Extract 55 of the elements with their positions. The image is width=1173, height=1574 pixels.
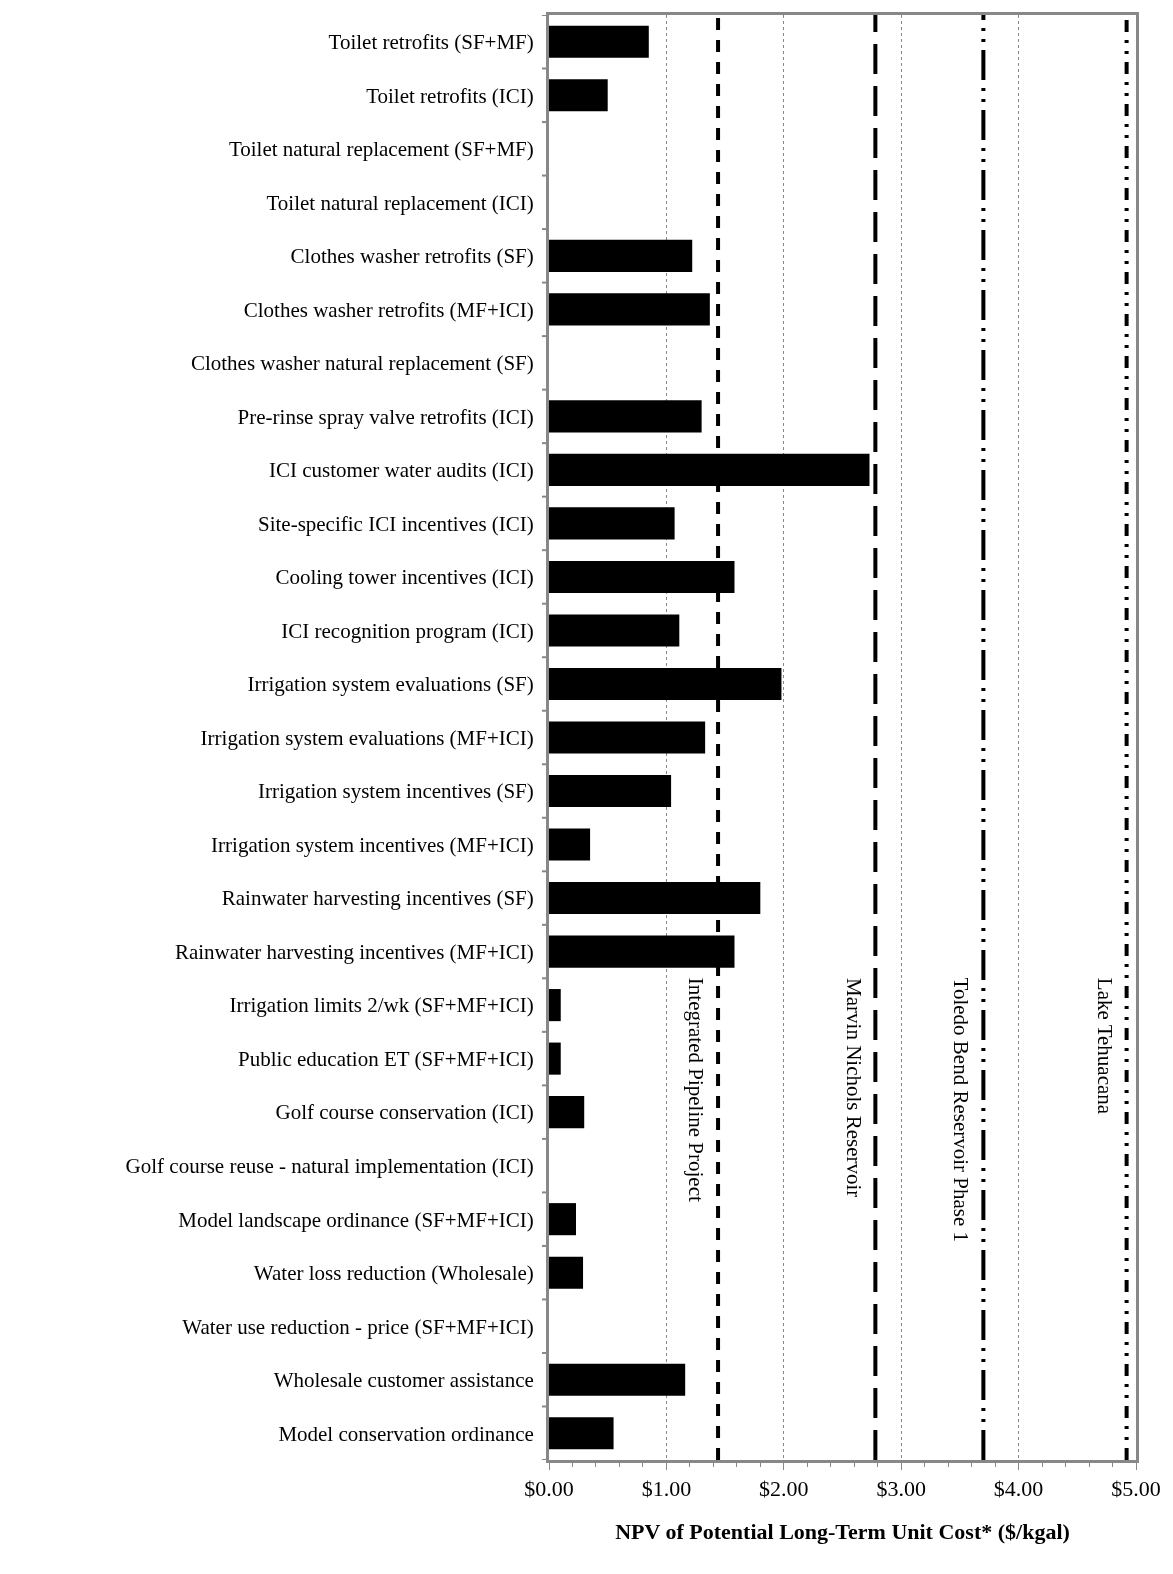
ref-line-label: Integrated Pipeline Project (683, 977, 708, 1202)
y-tick-label: Irrigation system incentives (SF) (257, 779, 534, 804)
bar (549, 1203, 576, 1236)
bar (549, 721, 706, 754)
y-tick-label: Water use reduction - price (SF+MF+ICI) (182, 1314, 534, 1339)
x-tick-label: $1.00 (641, 1476, 692, 1502)
x-tick-label: $2.00 (759, 1476, 809, 1502)
y-tick-label: Pre-rinse spray valve retrofits (ICI) (237, 404, 534, 429)
bar (549, 614, 680, 647)
y-tick-label: Irrigation system incentives (MF+ICI) (211, 832, 534, 857)
y-tick-label: Irrigation limits 2/wk (SF+MF+ICI) (229, 993, 534, 1018)
x-tick-label: $5.00 (1111, 1476, 1161, 1502)
bar (549, 828, 591, 861)
y-tick-label: Golf course reuse - natural implementation (ICI) (125, 1154, 534, 1178)
y-tick-label: Clothes washer natural replacement (SF) (190, 351, 534, 376)
bar (549, 400, 702, 433)
y-tick-label: Irrigation system evaluations (SF) (247, 672, 534, 697)
bar (549, 989, 561, 1022)
y-tick-label: Model conservation ordinance (278, 1421, 534, 1446)
y-tick-label: Rainwater harvesting incentives (MF+ICI) (174, 939, 534, 964)
y-tick-label: Toilet natural replacement (SF+MF) (228, 137, 534, 162)
y-tick-label: Toilet natural replacement (ICI) (266, 190, 534, 215)
bar (549, 1042, 561, 1075)
y-tick-label: Toilet retrofits (ICI) (366, 83, 534, 108)
bar (549, 1256, 584, 1289)
y-tick-label: Water loss reduction (Wholesale) (253, 1261, 534, 1286)
bar (549, 79, 608, 112)
y-tick-label: Clothes washer retrofits (SF) (290, 244, 534, 269)
y-tick-label: ICI customer water audits (ICI) (269, 458, 534, 483)
ref-line-label: Toledo Bend Reservoir Phase 1 (949, 977, 974, 1243)
y-tick-label: Public education ET (SF+MF+ICI) (238, 1046, 534, 1071)
y-tick-label: Irrigation system evaluations (MF+ICI) (200, 725, 534, 750)
bar (549, 239, 693, 272)
x-tick-label: $3.00 (876, 1476, 926, 1502)
x-axis-title: NPV of Potential Long-Term Unit Cost* ($/kgal) (615, 1519, 1070, 1545)
bar (549, 1363, 686, 1396)
bar (549, 293, 710, 326)
bar (549, 25, 649, 58)
bar (549, 1417, 614, 1450)
x-tick-label: $0.00 (524, 1476, 574, 1502)
y-tick-label: Rainwater harvesting incentives (SF) (221, 886, 534, 911)
bar (549, 507, 675, 540)
y-tick-label: Golf course conservation (ICI) (275, 1100, 534, 1125)
y-tick-label: Toilet retrofits (SF+MF) (328, 30, 534, 55)
y-tick-label: ICI recognition program (ICI) (281, 618, 534, 643)
y-tick-label: Wholesale customer assistance (273, 1368, 534, 1393)
ref-line-label: Marvin Nichols Reservoir (841, 978, 866, 1198)
y-tick-label: Site-specific ICI incentives (ICI) (257, 511, 534, 536)
bar (549, 774, 672, 808)
y-tick-label: Clothes washer retrofits (MF+ICI) (243, 297, 534, 322)
x-tick-label: $4.00 (993, 1476, 1044, 1502)
ref-line-label: Lake Tehuacana (1093, 977, 1118, 1115)
bar (549, 1096, 585, 1129)
y-tick-label: Cooling tower incentives (ICI) (275, 565, 534, 590)
y-tick-label: Model landscape ordinance (SF+MF+ICI) (178, 1207, 534, 1232)
